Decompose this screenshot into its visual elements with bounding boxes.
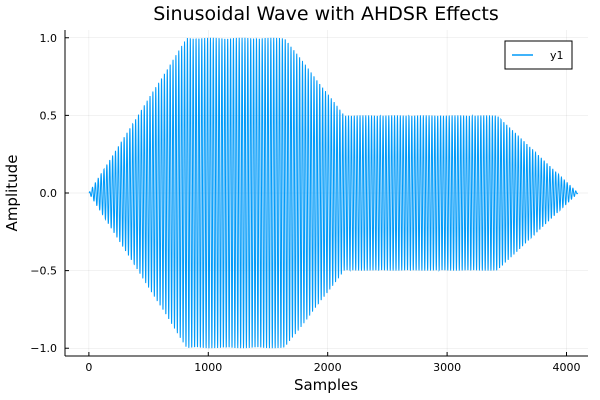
x-tick-label-3: 3000	[433, 361, 461, 374]
y-tick-label-4: −1.0	[30, 342, 57, 355]
y-tick-label-1: 0.5	[40, 109, 58, 122]
y-tick-label-2: 0.0	[40, 187, 58, 200]
y-axis-label: Amplitude	[3, 155, 21, 232]
y-tick-label-0: 1.0	[40, 32, 58, 45]
x-tick-label-1: 1000	[194, 361, 222, 374]
x-tick-label-4: 4000	[553, 361, 581, 374]
legend: y1	[504, 40, 573, 70]
x-tick-label-2: 2000	[314, 361, 342, 374]
series-layer	[88, 37, 579, 349]
series-line-y1	[88, 37, 579, 349]
chart-title: Sinusoidal Wave with AHDSR Effects	[153, 3, 499, 25]
y-tick-label-3: −0.5	[30, 265, 57, 278]
x-tick-label-0: 0	[85, 361, 92, 374]
x-axis-label: Samples	[294, 376, 358, 394]
ticks: 0 1000 2000 3000 4000 1.0 0.5 0.0 −0.5 −1.0	[30, 32, 580, 374]
legend-entry-y1: y1	[550, 49, 564, 62]
